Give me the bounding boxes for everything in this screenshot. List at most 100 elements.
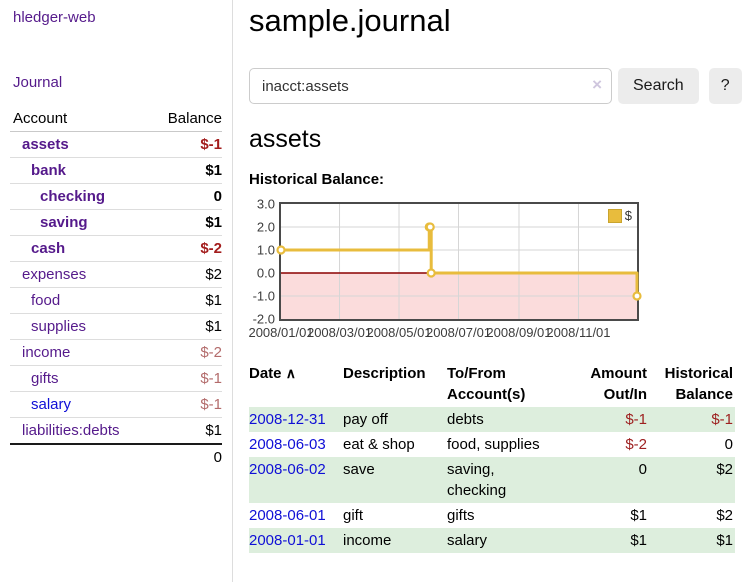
- account-total-spacer: [10, 443, 150, 470]
- transaction-amount: $-2: [625, 436, 647, 453]
- transaction-date-link[interactable]: 2008-06-02: [249, 461, 326, 478]
- account-balance: $2: [149, 261, 222, 288]
- account-row: saving $1: [10, 209, 222, 236]
- register-header-row: Date ∧ Description To/From Account(s) Am…: [249, 361, 735, 407]
- account-row: cash $-2: [10, 235, 222, 262]
- help-button[interactable]: ?: [708, 68, 742, 104]
- transaction-description: pay off: [343, 407, 447, 432]
- account-link-gifts[interactable]: gifts: [31, 370, 59, 387]
- account-balance: $-1: [149, 391, 222, 418]
- account-link-salary[interactable]: salary: [31, 396, 72, 413]
- account-link-food[interactable]: food: [31, 292, 61, 309]
- transaction-date-link[interactable]: 2008-01-01: [249, 532, 326, 549]
- x-tick-label: 2008/07/01: [425, 325, 492, 340]
- sort-ascending-icon: ∧: [285, 365, 296, 381]
- chart-legend: $: [605, 207, 634, 224]
- legend-swatch-icon: [607, 208, 622, 223]
- account-balance: $1: [149, 209, 222, 236]
- account-page-title: assets: [249, 125, 322, 153]
- balance-column-header: Historical Balance: [664, 365, 733, 403]
- search-form: × Search ?: [249, 68, 742, 104]
- accounts-column-header: To/From Account(s): [447, 365, 526, 403]
- y-tick-label: 2.0: [256, 219, 275, 235]
- register-row: 2008-06-01 gift gifts $1 $2: [249, 503, 735, 528]
- amount-column-header: Amount Out/In: [590, 365, 647, 403]
- account-row: salary $-1: [10, 391, 222, 418]
- account-balance-table: Account Balance assets $-1 bank $1 check…: [10, 106, 222, 470]
- search-input[interactable]: [249, 68, 612, 104]
- transaction-amount: $1: [569, 528, 647, 553]
- transaction-amount: $-1: [569, 407, 647, 432]
- transaction-date-link[interactable]: 2008-12-31: [249, 411, 326, 428]
- sidebar: hledger-web Journal Account Balance asse…: [0, 0, 233, 582]
- transaction-balance: $-1: [647, 407, 735, 432]
- x-tick-label: 2008/01/01: [248, 325, 314, 340]
- transaction-date-link[interactable]: 2008-06-03: [249, 436, 326, 453]
- description-column-header: Description: [343, 365, 426, 382]
- balance-column-header: Balance: [149, 106, 222, 132]
- account-table-header: Account Balance: [10, 106, 222, 132]
- register-row: 2008-06-03 eat & shop food, supplies $-2…: [249, 432, 735, 457]
- chart-plot-area[interactable]: $: [276, 202, 642, 321]
- account-balance: $-1: [149, 365, 222, 392]
- brand-link[interactable]: hledger-web: [13, 9, 96, 26]
- main-content: sample.journal × Search ? assets Histori…: [233, 0, 742, 582]
- account-link-assets[interactable]: assets: [22, 136, 69, 153]
- account-balance: $-2: [149, 235, 222, 262]
- account-row: bank $1: [10, 157, 222, 184]
- account-balance: $1: [149, 287, 222, 314]
- account-row: food $1: [10, 287, 222, 314]
- register-row: 2008-01-01 income salary $1 $1: [249, 528, 735, 553]
- transaction-balance: $2: [716, 507, 733, 524]
- x-tick-label: 2008/09/01: [486, 325, 552, 340]
- y-tick-label: 0.0: [256, 265, 275, 281]
- search-input-wrap: ×: [249, 68, 612, 104]
- transaction-description: save: [343, 457, 447, 503]
- y-tick-label: 1.0: [256, 242, 275, 258]
- search-button[interactable]: Search: [618, 68, 699, 104]
- account-balance: $1: [149, 313, 222, 340]
- account-link-checking[interactable]: checking: [40, 188, 106, 205]
- y-tick-label: -2.0: [252, 311, 275, 327]
- sidebar-item-journal[interactable]: Journal: [13, 74, 63, 91]
- transaction-balance: $2: [647, 457, 735, 503]
- account-row: expenses $2: [10, 261, 222, 288]
- register-row: 2008-06-02 save saving, checking 0 $2: [249, 457, 735, 503]
- transaction-date-link[interactable]: 2008-06-01: [249, 507, 326, 524]
- y-tick-label: 3.0: [256, 196, 275, 212]
- register-table: Date ∧ Description To/From Account(s) Am…: [249, 361, 735, 553]
- balance-chart-svg[interactable]: [276, 204, 642, 319]
- clear-search-icon[interactable]: ×: [592, 75, 602, 94]
- account-link-saving[interactable]: saving: [40, 214, 88, 231]
- account-balance: $1: [149, 417, 222, 445]
- account-link-bank[interactable]: bank: [31, 162, 67, 179]
- chart-title: Historical Balance:: [249, 171, 385, 188]
- transaction-description: eat & shop: [343, 436, 415, 453]
- transaction-balance: $1: [647, 528, 735, 553]
- transaction-accounts: debts: [447, 407, 569, 432]
- account-link-cash[interactable]: cash: [31, 240, 66, 257]
- account-row: gifts $-1: [10, 365, 222, 392]
- account-link-expenses[interactable]: expenses: [22, 266, 87, 283]
- historical-balance-chart: 3.0 2.0 1.0 0.0 -1.0 -2.0 $ 2008/01/01 2008/03…: [248, 194, 742, 344]
- account-row: assets $-1: [10, 131, 222, 158]
- account-balance: $-1: [149, 131, 222, 158]
- x-tick-label: 2008/03/01: [306, 325, 373, 340]
- account-link-liabilities-debts[interactable]: liabilities:debts: [22, 422, 120, 439]
- account-row: income $-2: [10, 339, 222, 366]
- legend-label: $: [624, 208, 632, 223]
- transaction-amount: 0: [569, 457, 647, 503]
- transaction-accounts: food, supplies: [447, 436, 540, 453]
- transaction-description: gift: [343, 507, 364, 524]
- account-link-income[interactable]: income: [22, 344, 71, 361]
- account-column-header: Account: [10, 106, 150, 132]
- account-total-row: 0: [10, 443, 222, 470]
- account-balance: 0: [149, 183, 222, 210]
- account-row: liabilities:debts $1: [10, 417, 222, 445]
- date-column-header[interactable]: Date ∧: [249, 365, 296, 382]
- account-total-value: 0: [149, 443, 222, 470]
- register-row: 2008-12-31 pay off debts $-1 $-1: [249, 407, 735, 432]
- account-link-supplies[interactable]: supplies: [31, 318, 87, 335]
- page-title: sample.journal: [249, 3, 451, 38]
